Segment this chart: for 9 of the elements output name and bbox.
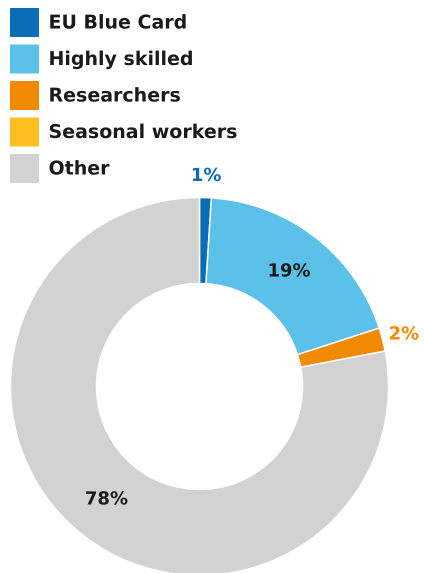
data-label: 19% [267, 260, 311, 282]
legend-label: Highly skilled [48, 48, 194, 70]
data-label: 2% [388, 324, 420, 345]
legend-label: EU Blue Card [48, 12, 188, 34]
data-label: 1% [190, 165, 222, 186]
legend-label: Researchers [48, 84, 181, 106]
legend-label: Other [48, 158, 110, 180]
legend-label: Seasonal workers [48, 121, 238, 143]
data-label: 78% [84, 488, 128, 510]
